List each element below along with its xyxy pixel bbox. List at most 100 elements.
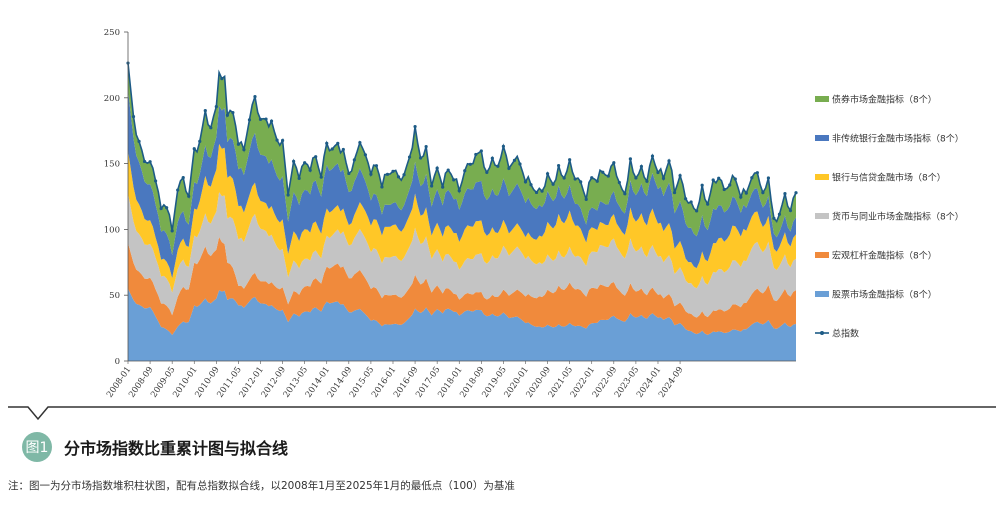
area-series-5 — [128, 89, 796, 279]
total-index-point — [523, 180, 528, 184]
total-index-line — [126, 61, 798, 233]
legend-item: 宏观杠杆金融指标（8个） — [815, 250, 937, 262]
total-index-point — [612, 161, 616, 165]
y-tick-label: 100 — [104, 225, 120, 235]
total-index-point — [529, 183, 533, 187]
total-index-point — [286, 193, 290, 197]
total-index-point — [645, 179, 649, 183]
total-index-point — [463, 169, 467, 173]
total-index-point — [347, 171, 351, 176]
total-index-point — [258, 117, 263, 121]
total-index-point — [407, 155, 412, 159]
y-tick-label: 200 — [104, 94, 120, 104]
total-index-point — [336, 141, 340, 145]
section-divider — [8, 406, 996, 421]
figure-caption: 图1 分市场指数比重累计图与拟合线 — [22, 431, 288, 463]
total-index-point — [788, 208, 793, 213]
total-index-point — [170, 229, 174, 233]
total-index-point — [689, 200, 693, 204]
total-index-point — [650, 154, 655, 158]
total-index-point — [435, 166, 439, 170]
total-index-point — [623, 192, 627, 196]
legend-label: 非传统银行金融市场指标（8个） — [832, 133, 964, 145]
total-index-point — [396, 175, 401, 179]
total-index-point — [518, 162, 522, 166]
total-index-point — [142, 159, 147, 164]
legend-label: 股票市场金融指标（8个） — [832, 289, 937, 301]
total-index-point — [341, 147, 345, 152]
total-index-point — [667, 159, 671, 163]
figure-title: 分市场指数比重累计图与拟合线 — [64, 439, 289, 458]
total-index-point — [772, 216, 776, 220]
total-index-point — [374, 164, 379, 168]
figure-note: 注：图一为分市场指数堆积柱状图，配有总指数拟合线，以2008年1月至2025年1… — [8, 480, 515, 492]
total-index-point — [485, 170, 489, 174]
legend-swatch — [815, 213, 829, 219]
total-index-point — [292, 159, 296, 163]
y-tick-label: 0 — [115, 357, 120, 367]
legend-swatch — [815, 291, 829, 297]
total-index-point — [220, 76, 224, 81]
total-index-point — [717, 176, 721, 180]
total-index-point — [363, 153, 367, 157]
total-index-point — [700, 183, 704, 187]
total-index-point — [446, 168, 450, 172]
total-index-point — [562, 176, 566, 180]
total-index-point — [297, 176, 301, 180]
total-index-point — [330, 147, 334, 151]
total-index-point — [452, 178, 456, 182]
total-index-point — [231, 110, 235, 115]
total-index-point — [634, 176, 638, 180]
total-index-point — [203, 109, 207, 113]
total-index-point — [573, 177, 577, 181]
total-index-point — [319, 175, 323, 179]
total-index-point — [722, 187, 726, 192]
total-index-point — [739, 195, 743, 199]
total-index-point — [198, 139, 202, 143]
figure-badge: 图1 — [22, 432, 52, 462]
total-index-point — [358, 140, 362, 145]
total-index-point — [148, 160, 152, 164]
total-index-point — [490, 156, 494, 160]
total-index-point — [275, 138, 279, 142]
legend-swatch — [815, 135, 829, 141]
total-index-point — [507, 166, 511, 170]
total-index-point — [794, 191, 798, 195]
legend-item: 银行与信贷金融市场（8个） — [815, 172, 946, 184]
total-index-point — [706, 202, 710, 206]
chart-legend: 债券市场金融指标（8个） 非传统银行金融市场指标（8个） 银行与信贷金融市场（8个）… — [815, 94, 964, 340]
total-index-point — [512, 158, 517, 162]
total-index-point — [214, 104, 218, 109]
legend-label: 货币与同业市场金融指标（8个） — [832, 211, 964, 223]
total-index-point — [579, 180, 583, 184]
y-tick-label: 150 — [104, 160, 120, 170]
total-index-point — [783, 192, 787, 196]
total-index-point — [744, 191, 748, 195]
total-index-point — [557, 163, 561, 168]
area-series-1 — [128, 288, 796, 361]
total-index-point — [137, 139, 141, 143]
total-index-point — [728, 183, 732, 187]
total-index-point — [755, 171, 759, 175]
total-index-point — [369, 172, 373, 176]
legend-swatch — [815, 174, 829, 180]
total-index-point — [264, 117, 268, 121]
total-index-point — [242, 148, 246, 152]
total-index-point — [225, 113, 229, 117]
area-series-4 — [128, 143, 796, 293]
total-index-point — [247, 118, 252, 122]
legend-swatch — [815, 96, 829, 102]
total-index-point — [165, 206, 169, 210]
total-index-point — [154, 179, 158, 183]
total-index-point — [176, 188, 180, 192]
total-index-point — [419, 156, 423, 160]
total-index-point — [402, 173, 406, 177]
total-index-point — [308, 168, 312, 172]
total-index-point — [314, 155, 318, 159]
legend-marker-swatch — [820, 331, 824, 335]
total-index-point — [159, 206, 163, 211]
total-index-point — [209, 126, 213, 130]
stacked-areas — [128, 63, 796, 361]
total-index-point — [269, 119, 274, 123]
total-index-point — [606, 174, 610, 178]
